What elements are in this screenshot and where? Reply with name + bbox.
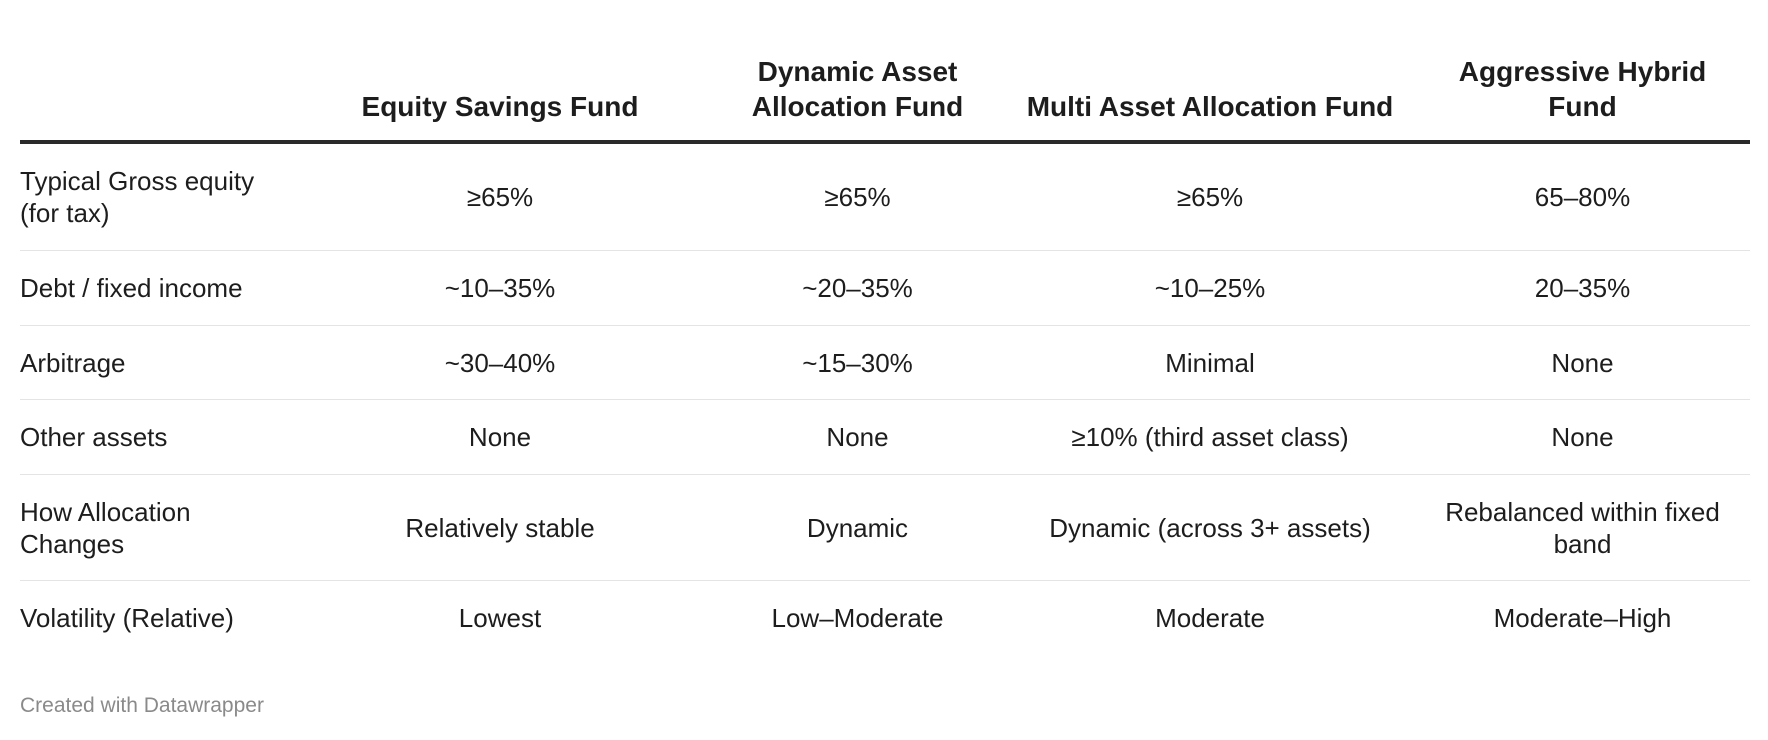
- row-label: Debt / fixed income: [20, 250, 290, 326]
- table-row: How Allocation Changes Relatively stable…: [20, 474, 1750, 581]
- row-label: Volatility (Relative): [20, 603, 234, 633]
- table-cell: None: [290, 399, 710, 475]
- table-cell: ~30–40%: [290, 325, 710, 400]
- table-cell: None: [710, 399, 1005, 475]
- table-cell: 65–80%: [1415, 142, 1750, 251]
- header-corner: [20, 40, 290, 144]
- fund-comparison-table: Equity Savings Fund Dynamic Asset Alloca…: [20, 40, 1750, 655]
- table-cell: None: [1415, 399, 1750, 475]
- table-cell: 20–35%: [1415, 250, 1750, 326]
- table-row: Arbitrage ~30–40% ~15–30% Minimal None: [20, 325, 1750, 400]
- row-label: How Allocation Changes: [20, 474, 290, 581]
- table-cell: Relatively stable: [290, 474, 710, 581]
- table-cell: Dynamic (across 3+ assets): [1005, 474, 1415, 581]
- row-label: Other assets: [20, 399, 290, 475]
- column-header-multi-asset-allocation: Multi Asset Allocation Fund: [1005, 40, 1415, 144]
- table-cell: None: [1415, 325, 1750, 400]
- column-header-aggressive-hybrid: Aggressive Hybrid Fund: [1415, 40, 1750, 144]
- table-cell: ≥10% (third asset class): [1005, 399, 1415, 475]
- datawrapper-credit: Created with Datawrapper: [20, 694, 264, 717]
- table-cell: Minimal: [1005, 325, 1415, 400]
- table-cell: Moderate: [1155, 603, 1265, 633]
- table-cell: Low–Moderate: [771, 603, 944, 633]
- table-row: Debt / fixed income ~10–35% ~20–35% ~10–…: [20, 250, 1750, 326]
- table-cell: ≥65%: [290, 142, 710, 251]
- table-row: Other assets None None ≥10% (third asset…: [20, 399, 1750, 475]
- row-label: Typical Gross equity (for tax): [20, 142, 290, 251]
- comparison-table-container: Equity Savings Fund Dynamic Asset Alloca…: [20, 40, 1750, 655]
- column-header-dynamic-asset-allocation: Dynamic Asset Allocation Fund: [710, 40, 1005, 144]
- table-cell: ≥65%: [1005, 142, 1415, 251]
- table-cell: ~10–35%: [290, 250, 710, 326]
- table-cell: Rebalanced within fixed band: [1415, 474, 1750, 581]
- row-label: Arbitrage: [20, 325, 290, 400]
- table-row: Volatility (Relative) Lowest Low–Moderat…: [20, 581, 1750, 656]
- table-cell: ~15–30%: [710, 325, 1005, 400]
- table-cell: ≥65%: [710, 142, 1005, 251]
- table-cell: Lowest: [458, 603, 542, 633]
- table-cell: Dynamic: [710, 474, 1005, 581]
- table-cell: Moderate–High: [1493, 603, 1672, 633]
- table-header-row: Equity Savings Fund Dynamic Asset Alloca…: [20, 40, 1750, 144]
- table-cell: ~10–25%: [1005, 250, 1415, 326]
- table-cell: ~20–35%: [710, 250, 1005, 326]
- column-header-equity-savings: Equity Savings Fund: [290, 40, 710, 144]
- table-row: Typical Gross equity (for tax) ≥65% ≥65%…: [20, 142, 1750, 251]
